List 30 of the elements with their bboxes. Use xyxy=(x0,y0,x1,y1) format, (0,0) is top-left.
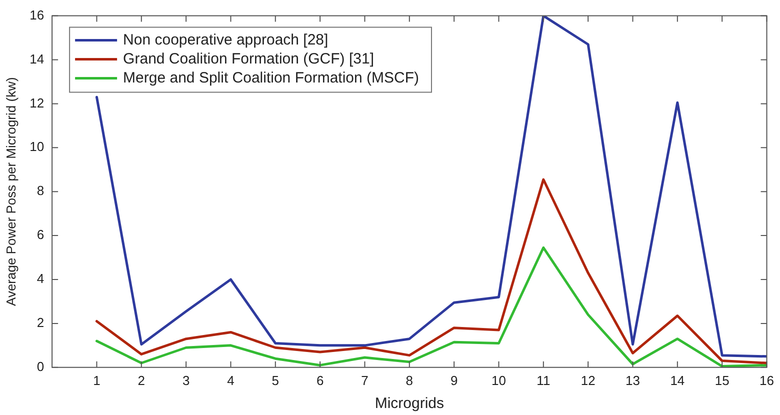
x-tick-label: 6 xyxy=(316,372,324,388)
x-tick-label: 3 xyxy=(182,372,190,388)
y-tick-label: 14 xyxy=(30,51,44,66)
y-tick-label: 12 xyxy=(30,95,44,110)
y-tick-label: 8 xyxy=(36,183,44,198)
legend-label: Non cooperative approach [28] xyxy=(123,31,328,48)
x-tick-label: 10 xyxy=(492,372,506,388)
x-axis-title: Microgrids xyxy=(374,395,444,412)
x-tick-label: 15 xyxy=(714,372,730,388)
x-tick-label: 9 xyxy=(450,372,458,388)
y-tick-label: 16 xyxy=(30,7,44,22)
y-axis-title: Average Power Poss per Microgrid (kw) xyxy=(3,77,18,306)
x-tick-label: 5 xyxy=(272,372,280,388)
y-tick-label: 4 xyxy=(36,271,44,286)
x-tick-label: 13 xyxy=(626,372,640,388)
x-tick-label: 7 xyxy=(361,372,368,388)
x-tick-label: 12 xyxy=(580,372,596,388)
y-tick-label: 10 xyxy=(30,139,44,154)
legend-label: Merge and Split Coalition Formation (MSCF) xyxy=(123,69,419,86)
y-tick-label: 0 xyxy=(36,358,44,374)
x-tick-label: 14 xyxy=(670,372,685,388)
x-tick-label: 4 xyxy=(227,372,234,388)
y-tick-label: 2 xyxy=(36,315,44,330)
legend-label: Grand Coalition Formation (GCF) [31] xyxy=(123,50,374,68)
x-tick-label: 1 xyxy=(93,372,100,388)
x-tick-label: 16 xyxy=(760,372,774,388)
y-tick-label: 6 xyxy=(36,227,44,242)
x-tick-label: 8 xyxy=(406,372,414,388)
x-tick-label: 11 xyxy=(536,372,550,388)
x-tick-label: 2 xyxy=(138,372,146,388)
